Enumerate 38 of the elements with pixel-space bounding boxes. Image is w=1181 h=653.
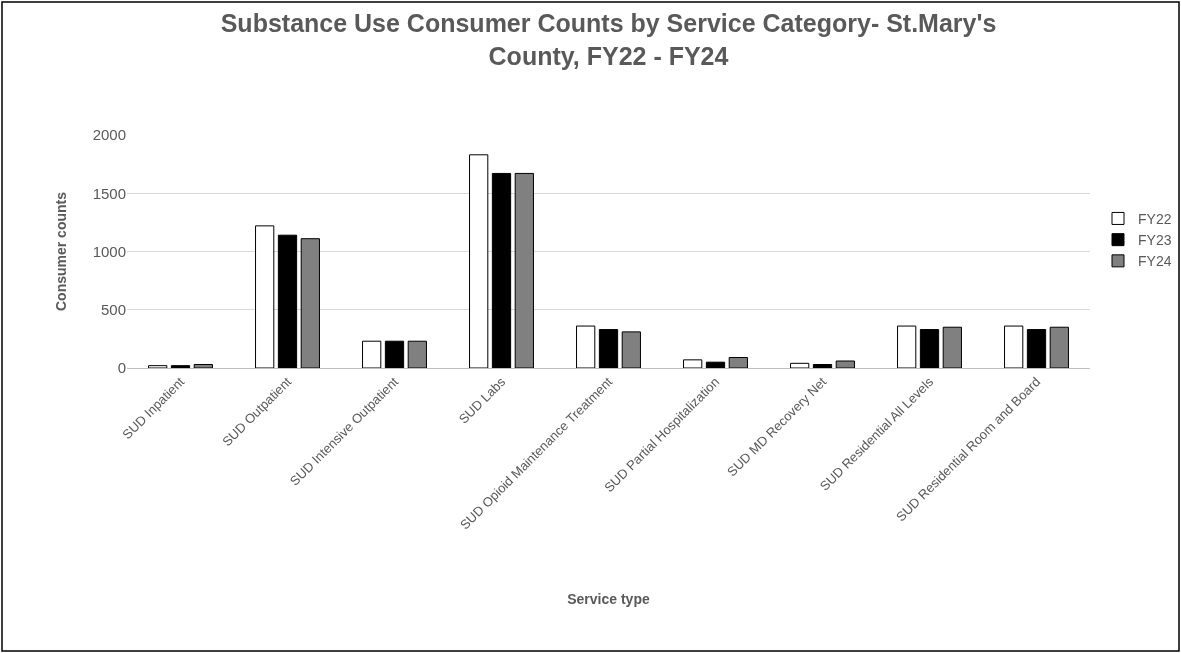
legend-label: FY24 xyxy=(1138,253,1172,270)
legend-label: FY22 xyxy=(1138,210,1172,227)
bar xyxy=(835,360,855,368)
y-axis-title: Consumer counts xyxy=(53,191,70,312)
bar xyxy=(728,357,748,368)
y-tick-label: 1500 xyxy=(92,184,126,202)
x-axis-title: Service type xyxy=(567,590,650,607)
y-tick-label: 2000 xyxy=(92,126,126,144)
bar xyxy=(919,329,940,368)
bar xyxy=(148,365,168,368)
bar xyxy=(1004,325,1024,368)
bar xyxy=(683,359,703,368)
y-tick-label: 500 xyxy=(100,301,126,318)
bar xyxy=(1026,329,1047,368)
bar xyxy=(193,364,213,368)
bar xyxy=(598,329,619,368)
bar xyxy=(277,234,298,368)
y-tick-label: 0 xyxy=(117,359,126,377)
bar xyxy=(1049,326,1069,368)
bar xyxy=(897,325,917,368)
bar xyxy=(790,362,810,368)
bar xyxy=(514,172,534,368)
bar xyxy=(576,325,596,368)
bar xyxy=(942,326,962,368)
y-tick-label: 1000 xyxy=(92,242,126,260)
bar xyxy=(300,238,320,368)
bar xyxy=(705,361,726,368)
bar xyxy=(469,154,489,368)
bar xyxy=(384,340,405,368)
bar xyxy=(812,364,833,368)
bar xyxy=(407,340,427,368)
bar xyxy=(255,225,275,368)
chart-title: Substance Use Consumer Counts by Service Category- St.Mary's County, FY22 - FY24 xyxy=(220,9,997,70)
bar xyxy=(491,172,512,368)
bar xyxy=(362,340,382,368)
bar xyxy=(621,331,641,368)
legend-label: FY23 xyxy=(1138,232,1172,249)
bar xyxy=(170,365,191,368)
